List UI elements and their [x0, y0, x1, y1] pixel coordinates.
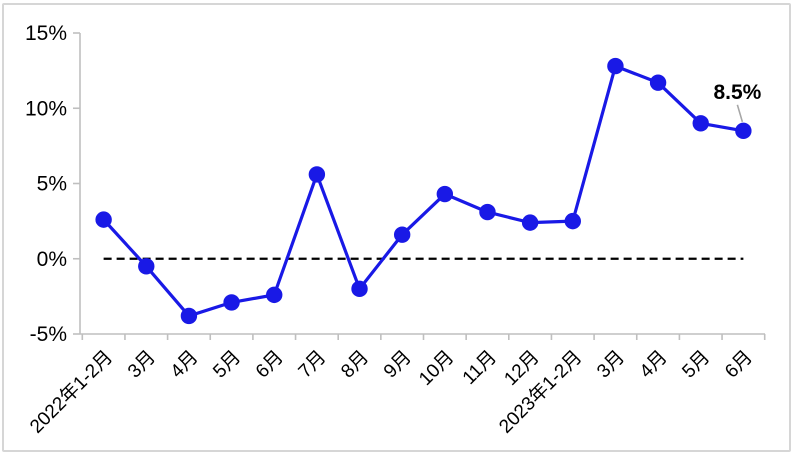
- x-axis-category-label: 8月: [337, 347, 373, 383]
- y-axis-tick-label: -5%: [30, 323, 67, 346]
- x-axis-category-label: 4月: [636, 347, 672, 383]
- data-point-marker: [266, 286, 283, 304]
- x-axis-category-label: 10月: [415, 347, 458, 390]
- x-axis-category-label: 5月: [678, 347, 714, 383]
- data-point-marker: [138, 258, 155, 275]
- data-point-marker: [436, 185, 454, 203]
- data-point-marker: [479, 203, 496, 221]
- data-point-marker: [393, 226, 411, 243]
- data-point-marker: [223, 294, 240, 311]
- annotation-leader-line: [736, 104, 744, 123]
- data-point-marker: [521, 214, 539, 231]
- x-axis-category-label: 7月: [295, 347, 331, 383]
- series-line: [102, 64, 745, 318]
- data-point-marker: [308, 166, 326, 183]
- data-point-marker: [735, 122, 752, 140]
- y-axis-tick-label: 5%: [37, 173, 67, 196]
- data-point-marker: [180, 307, 198, 325]
- y-axis-tick-label: 15%: [25, 22, 67, 45]
- x-axis-category-label: 4月: [167, 347, 203, 383]
- y-axis-tick-label: 0%: [37, 248, 67, 271]
- x-axis-category-label: 9月: [380, 347, 416, 383]
- data-point-marker: [351, 280, 368, 298]
- y-axis-tick-label: 10%: [25, 97, 67, 120]
- x-axis-category-label: 5月: [209, 347, 245, 383]
- x-axis-category-label: 6月: [252, 347, 288, 383]
- x-axis-category-label: 3月: [124, 347, 160, 383]
- annotation-label: 8.5%: [713, 81, 761, 104]
- x-axis-category-label: 11月: [459, 347, 501, 389]
- data-point-marker: [692, 115, 709, 132]
- data-point-marker: [95, 211, 112, 228]
- data-point-marker: [564, 212, 581, 230]
- x-axis-category-label: 2022年1-2月: [25, 346, 117, 438]
- data-point-marker: [649, 74, 667, 91]
- data-point-marker: [607, 57, 624, 75]
- x-axis-category-label: 6月: [721, 347, 757, 383]
- x-axis-category-label: 3月: [593, 347, 629, 383]
